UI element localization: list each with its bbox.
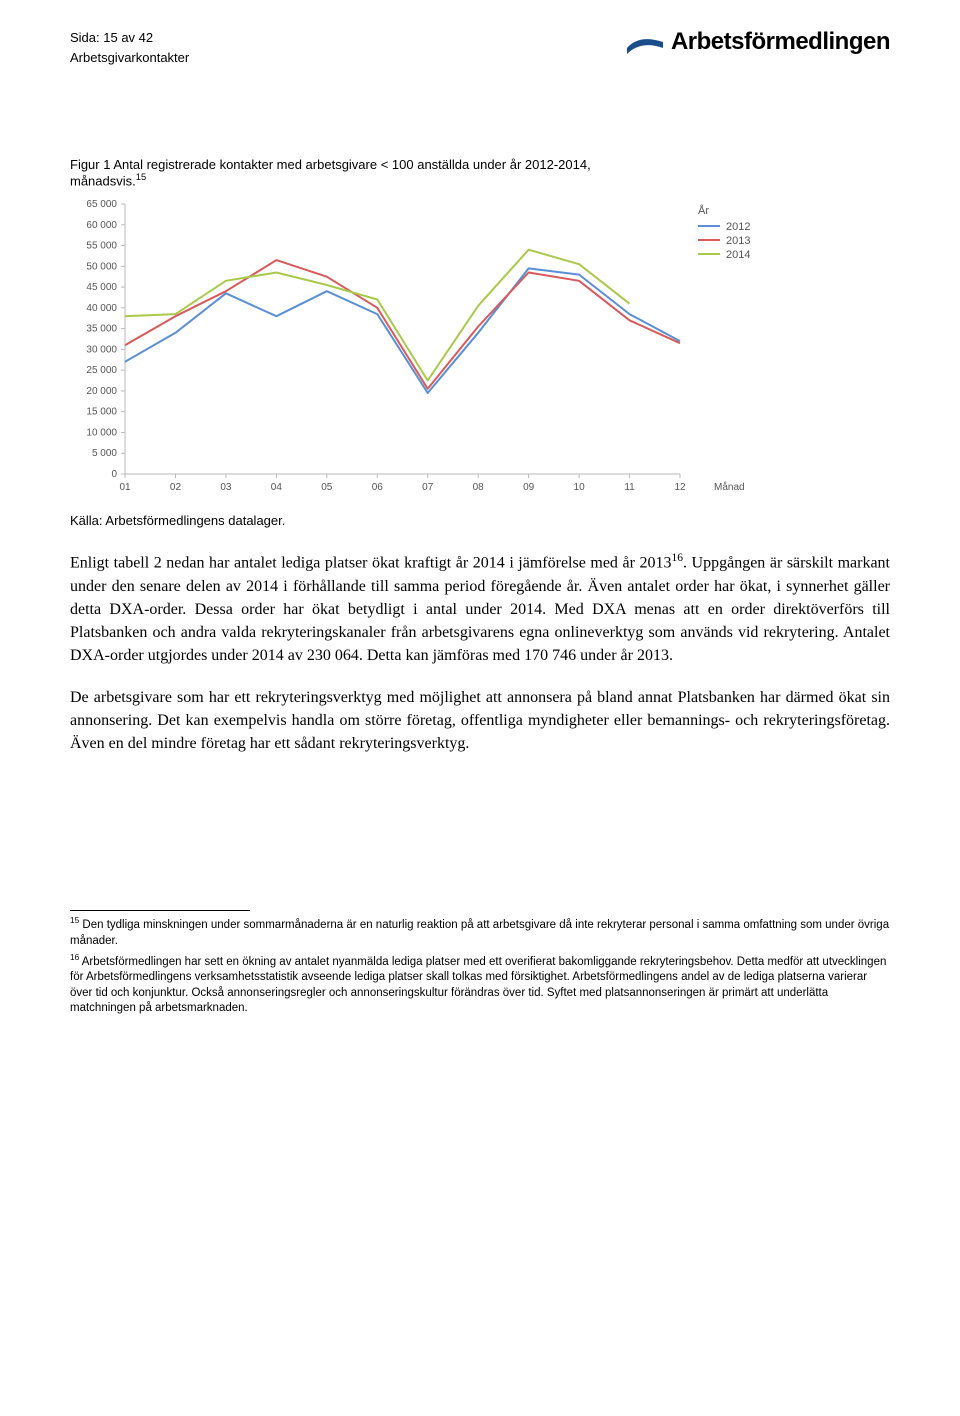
footnote-15: 15 Den tydliga minskningen under sommarm…: [70, 915, 890, 949]
caption-line2: månadsvis.: [70, 173, 136, 188]
svg-text:50 000: 50 000: [86, 262, 117, 273]
paragraph-2: De arbetsgivare som har ett rekryterings…: [70, 686, 890, 756]
svg-text:09: 09: [523, 482, 535, 493]
svg-text:35 000: 35 000: [86, 324, 117, 335]
svg-text:5 000: 5 000: [92, 449, 117, 460]
chart-source: Källa: Arbetsförmedlingens datalager.: [70, 513, 890, 528]
figure-caption: Figur 1 Antal registrerade kontakter med…: [70, 157, 890, 188]
body-text: Enligt tabell 2 nedan har antalet lediga…: [70, 550, 890, 755]
section-name: Arbetsgivarkontakter: [70, 48, 189, 68]
svg-text:55 000: 55 000: [86, 241, 117, 252]
svg-text:12: 12: [674, 482, 686, 493]
svg-text:2014: 2014: [726, 249, 750, 261]
footnote-16: 16 Arbetsförmedlingen har sett en ökning…: [70, 952, 890, 1017]
footnotes-rule: [70, 910, 250, 911]
svg-text:25 000: 25 000: [86, 365, 117, 376]
svg-text:Månad: Månad: [714, 481, 745, 493]
svg-text:15 000: 15 000: [86, 407, 117, 418]
caption-line1: Figur 1 Antal registrerade kontakter med…: [70, 157, 591, 172]
svg-text:05: 05: [321, 482, 333, 493]
page-number: Sida: 15 av 42: [70, 28, 189, 48]
svg-text:20 000: 20 000: [86, 386, 117, 397]
svg-text:60 000: 60 000: [86, 220, 117, 231]
paragraph-1: Enligt tabell 2 nedan har antalet lediga…: [70, 550, 890, 667]
svg-text:År: År: [698, 204, 709, 217]
svg-text:06: 06: [372, 482, 384, 493]
svg-text:03: 03: [220, 482, 232, 493]
chart-svg: 0 5 000 10 000 15 000 20 000 25 000 30 000 35 0…: [70, 194, 790, 504]
svg-text:02: 02: [170, 482, 182, 493]
svg-text:08: 08: [473, 482, 485, 493]
svg-text:0: 0: [111, 469, 117, 480]
svg-text:01: 01: [119, 482, 131, 493]
svg-text:2013: 2013: [726, 235, 750, 247]
svg-text:04: 04: [271, 482, 283, 493]
svg-text:40 000: 40 000: [86, 303, 117, 314]
brand-logo: Arbetsförmedlingen: [625, 28, 890, 56]
svg-text:45 000: 45 000: [86, 282, 117, 293]
caption-sup: 15: [136, 172, 146, 182]
svg-text:11: 11: [624, 482, 635, 493]
line-chart: 0 5 000 10 000 15 000 20 000 25 000 30 000 35 0…: [70, 194, 790, 509]
page-meta: Sida: 15 av 42 Arbetsgivarkontakter: [70, 28, 189, 67]
svg-text:2012: 2012: [726, 221, 750, 233]
swoosh-icon: [625, 28, 665, 56]
svg-text:30 000: 30 000: [86, 345, 117, 356]
footnotes: 15 Den tydliga minskningen under sommarm…: [70, 915, 890, 1017]
page-header: Sida: 15 av 42 Arbetsgivarkontakter Arbe…: [70, 28, 890, 67]
svg-text:07: 07: [422, 482, 434, 493]
brand-text: Arbetsförmedlingen: [671, 28, 890, 56]
svg-text:10: 10: [574, 482, 586, 493]
svg-text:65 000: 65 000: [86, 199, 117, 210]
svg-text:10 000: 10 000: [86, 428, 117, 439]
